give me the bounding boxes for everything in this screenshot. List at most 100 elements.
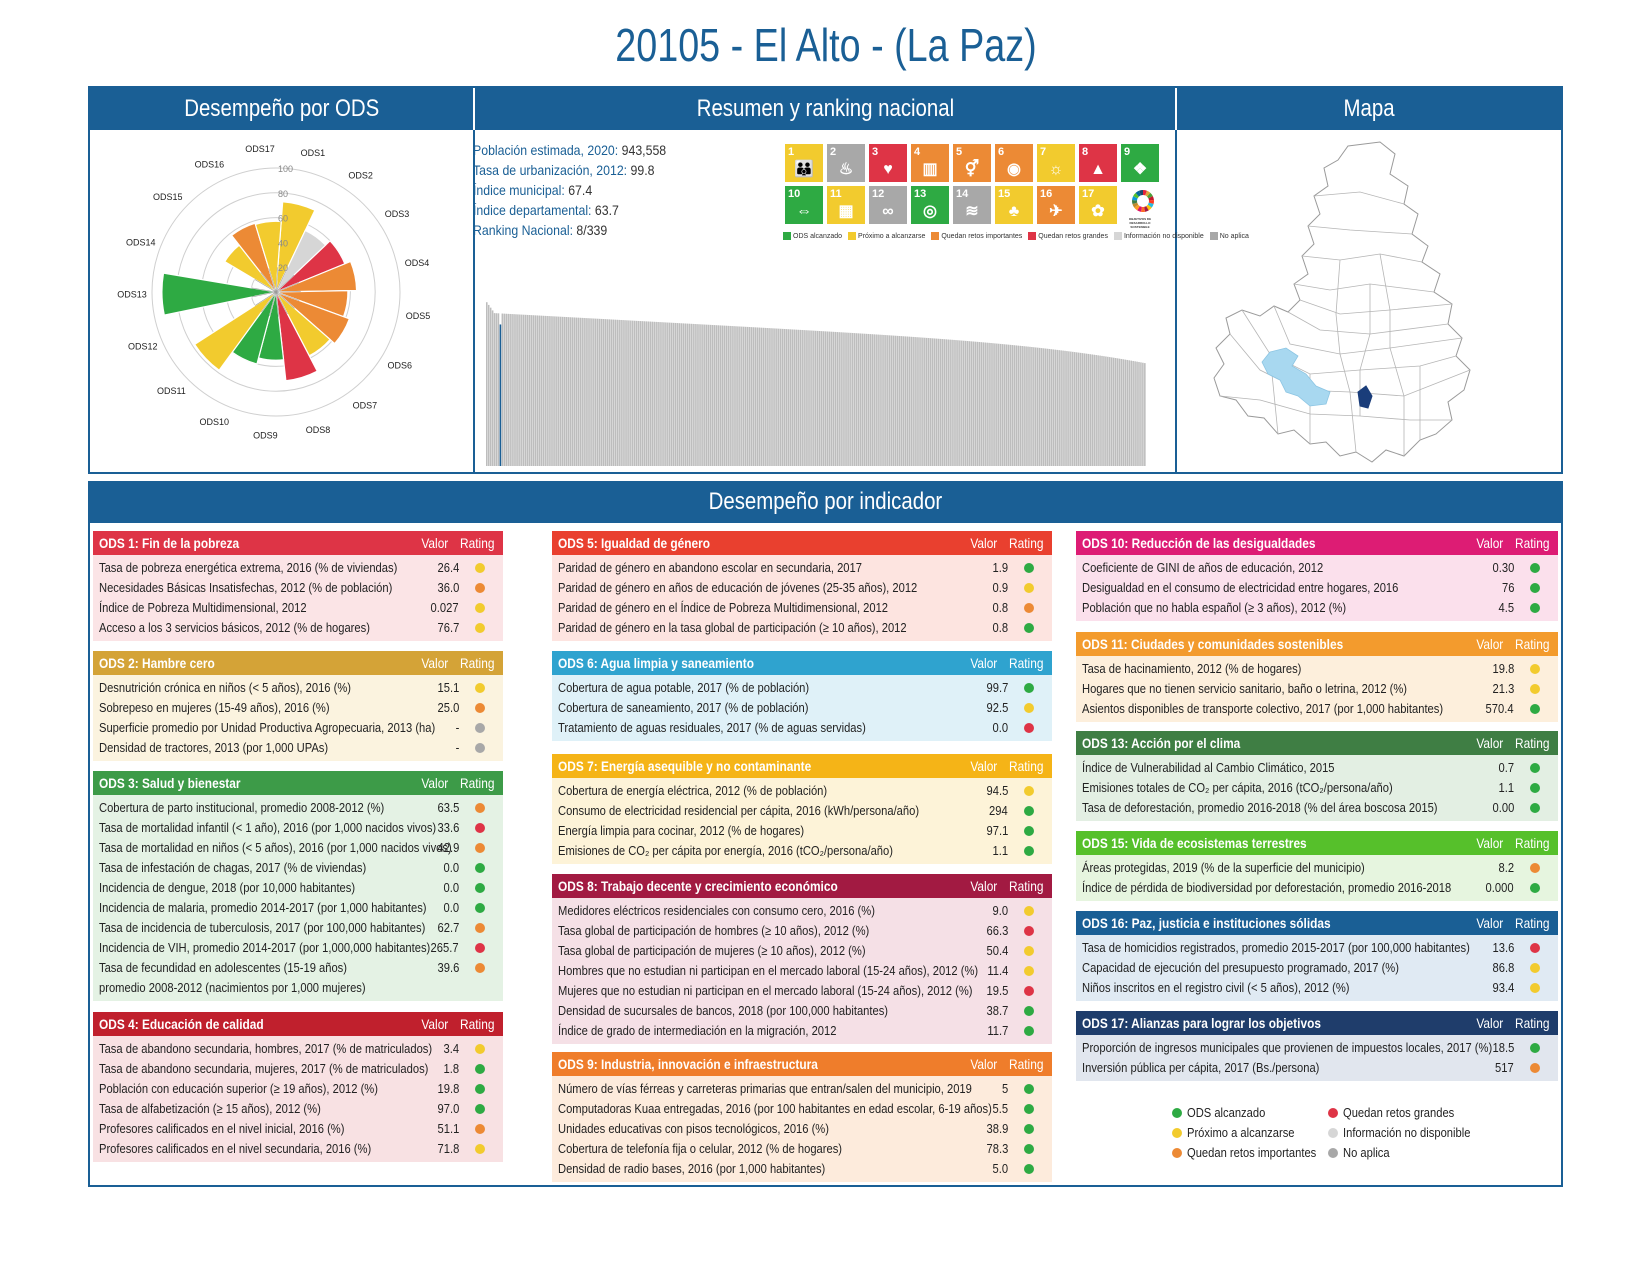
indicator-value: 39.6	[437, 960, 459, 975]
ranking-bar	[620, 319, 622, 466]
indicator-row: Tratamiento de aguas residuales, 2017 (%…	[552, 718, 1052, 738]
ranking-bar	[877, 334, 879, 466]
indicator-section: ODS 7: Energía asequible y no contaminan…	[552, 754, 1052, 864]
ranking-bar	[739, 326, 741, 466]
polar-spoke	[254, 279, 277, 293]
indicator-row: Cobertura de energía eléctrica, 2012 (% …	[552, 781, 1052, 801]
equal-arrows-icon: ⇔	[796, 203, 812, 220]
ranking-bar	[534, 315, 537, 466]
indicator-row: Población con educación superior (≥ 19 a…	[93, 1079, 503, 1099]
section-header: ODS 3: Salud y bienestar Valor Rating	[93, 771, 503, 795]
rating-dot	[475, 1124, 485, 1134]
section-title: ODS 13: Acción por el clima	[1082, 735, 1241, 751]
ranking-bar	[1103, 356, 1105, 466]
indicator-label: Profesores calificados en el nivel secun…	[99, 1141, 372, 1156]
ranking-bar	[579, 317, 582, 466]
indicator-value: 0.0	[443, 860, 459, 875]
sdg-tile-14: 14 ≋	[953, 186, 991, 224]
rating-dot	[475, 863, 485, 873]
legend-item: Próximo a alcanzarse	[1172, 1124, 1312, 1140]
rating-dot	[1024, 723, 1034, 733]
rating-dot	[1530, 664, 1540, 674]
indicator-value: 15.1	[437, 680, 459, 695]
sdg-tile-number: 9	[1124, 146, 1131, 158]
ranking-bar	[883, 334, 885, 466]
ranking-bar	[869, 334, 872, 466]
section-body: Tasa de homicidios registrados, promedio…	[1076, 935, 1558, 1001]
indicator-label: Tasa de infestación de chagas, 2017 (% d…	[99, 860, 367, 875]
ranking-bar	[700, 324, 702, 466]
ranking-bar	[896, 335, 899, 466]
ranking-bar	[768, 328, 770, 466]
rating-dot	[475, 1044, 485, 1054]
rating-dot	[1024, 986, 1034, 996]
sdg-tile-8: 8 ▲	[1079, 144, 1117, 182]
sdg-tile-4: 4 ▥	[911, 144, 949, 182]
sdg-wheel-icon	[1132, 190, 1154, 212]
legend-dot	[1172, 1147, 1182, 1158]
column-header-rating: Rating	[1514, 535, 1549, 551]
indicator-label: Profesores calificados en el nivel inici…	[99, 1121, 345, 1136]
ranking-bar	[961, 340, 963, 466]
section-title: ODS 4: Educación de calidad	[99, 1016, 264, 1032]
indicator-row: Densidad de tractores, 2013 (por 1,000 U…	[93, 738, 503, 758]
rating-dot	[1024, 683, 1034, 693]
ranking-bar	[803, 330, 805, 466]
ranking-bar	[846, 332, 848, 466]
indicator-label: Coeficiente de GINI de años de educación…	[1082, 560, 1324, 575]
ranking-bar	[577, 317, 580, 466]
indicator-label: Tasa de pobreza energética extrema, 2016…	[99, 560, 398, 575]
ranking-bar	[544, 315, 546, 466]
legend-label: Próximo a alcanzarse	[858, 232, 926, 240]
ranking-bar	[659, 322, 661, 466]
ranking-bar	[528, 315, 531, 466]
sdg-wheel-segment	[1134, 204, 1140, 211]
polar-spoke	[261, 291, 277, 313]
tree-icon: ♣	[1008, 203, 1020, 220]
ranking-bar	[1023, 346, 1025, 466]
indicator-label: Necesidades Básicas Insatisfechas, 2012 …	[99, 580, 393, 595]
column-header-valor: Valor	[970, 535, 998, 551]
rating-dot	[475, 1064, 485, 1074]
column-header-rating: Rating	[1514, 735, 1549, 751]
ranking-bar	[744, 326, 747, 466]
rating-dot	[1024, 806, 1034, 816]
legend-swatch	[783, 232, 791, 240]
ranking-bar	[900, 336, 903, 466]
polar-category-label: ODS11	[157, 386, 186, 396]
ranking-bar	[996, 343, 998, 466]
indicator-label: Cobertura de saneamiento, 2017 (% de pob…	[558, 700, 809, 715]
indicator-row: Densidad de radio bases, 2016 (por 1,000…	[552, 1159, 1052, 1179]
ranking-bar	[885, 335, 887, 466]
summary-label: Ranking Nacional:	[473, 222, 573, 238]
column-header-valor: Valor	[970, 1056, 998, 1072]
ranking-bar	[1031, 347, 1033, 466]
rating-dot	[1530, 563, 1540, 573]
legend-item: Quedan retos importantes	[1172, 1144, 1337, 1160]
ranking-bar	[926, 337, 928, 466]
indicator-label: Población con educación superior (≥ 19 a…	[99, 1081, 378, 1096]
ranking-bar	[754, 327, 757, 466]
indicator-section: ODS 10: Reducción de las desigualdades Va…	[1076, 531, 1558, 621]
polar-spoke	[275, 282, 300, 293]
section-header: ODS 17: Alianzas para lograr los objetiv…	[1076, 1011, 1558, 1035]
ranking-bar	[799, 329, 802, 466]
summary-value: 63.7	[591, 202, 619, 218]
ranking-bar	[704, 324, 706, 466]
ranking-bar	[497, 313, 500, 466]
ranking-bar	[890, 335, 893, 466]
polar-category-label: ODS9	[253, 431, 278, 441]
indicator-label: Paridad de género en años de educación d…	[558, 580, 918, 595]
section-header: ODS 4: Educación de calidad Valor Rating	[93, 1012, 503, 1036]
section-header: ODS 2: Hambre cero Valor Rating	[93, 651, 503, 675]
ranking-bar	[729, 325, 731, 466]
sdg-wheel-segment	[1148, 196, 1154, 201]
indicator-section: ODS 13: Acción por el clima Valor Rating Ín…	[1076, 731, 1558, 821]
ranking-bar	[1095, 355, 1097, 466]
indicator-label: Densidad de sucursales de bancos, 2018 (…	[558, 1003, 889, 1018]
indicator-label: Tratamiento de aguas residuales, 2017 (%…	[558, 720, 866, 735]
rating-dot	[475, 843, 485, 853]
column-header-rating: Rating	[1008, 878, 1043, 894]
section-title: ODS 16: Paz, justicia e instituciones só…	[1082, 915, 1331, 931]
ranking-bar	[1101, 355, 1103, 466]
